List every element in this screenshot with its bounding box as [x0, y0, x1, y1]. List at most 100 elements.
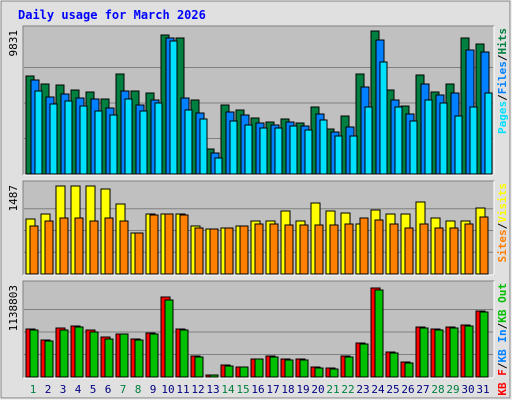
bar-kb-out — [104, 338, 114, 378]
x-tick-label: 5 — [90, 383, 97, 396]
bar-kb-out — [449, 327, 459, 378]
bar-pages — [424, 99, 433, 175]
x-axis-labels: 1 2 3 4 5 6 7 8 9 10 11 12 13 14 15 16 17 18 19 20 21 22 23 24 2… — [30, 383, 490, 396]
x-tick-label: 4 — [75, 383, 82, 396]
bar-pages — [109, 114, 118, 175]
x-tick-label: 24 — [371, 383, 385, 396]
legend-entry: / — [496, 94, 509, 101]
bar-pages — [229, 120, 238, 175]
bar-pages — [154, 102, 163, 175]
bar-sites — [29, 225, 39, 275]
bar-pages — [484, 92, 493, 175]
bar-pages — [379, 61, 388, 175]
bar-kb-out — [434, 329, 444, 378]
bar-pages — [349, 135, 358, 175]
bar-sites — [419, 223, 429, 275]
bar-sites — [479, 216, 489, 275]
bar-sites — [329, 224, 339, 275]
bar-pages — [64, 100, 73, 175]
bar-sites — [179, 214, 189, 275]
bar-sites — [344, 223, 354, 275]
bar-kb-out — [179, 329, 189, 378]
bar-sites — [299, 224, 309, 275]
bar-kb-out — [284, 359, 294, 378]
legend-entry: / — [496, 362, 509, 369]
panel-sites-visits: 1487 Sites/Visits — [7, 180, 509, 276]
bar-kb-out — [344, 356, 354, 378]
x-tick-label: 12 — [191, 383, 204, 396]
bar-sites — [284, 224, 294, 275]
bar-sites — [434, 227, 444, 275]
bar-sites — [464, 223, 474, 275]
x-tick-label: 15 — [236, 383, 249, 396]
bar-sites — [89, 220, 99, 275]
bar-kb-out — [194, 356, 204, 378]
x-tick-label: 30 — [461, 383, 474, 396]
x-tick-label: 19 — [296, 383, 309, 396]
legend-entry: Sites — [496, 229, 509, 262]
legend-entry: Hits — [496, 28, 509, 55]
x-tick-label: 20 — [311, 383, 324, 396]
bar-pages — [304, 129, 313, 175]
bar-kb-out — [119, 333, 129, 378]
bar-kb-out — [134, 339, 144, 378]
x-tick-label: 13 — [206, 383, 219, 396]
bar-kb-out — [314, 367, 324, 378]
x-tick-label: 16 — [251, 383, 264, 396]
chart-title: Daily usage for March 2026 — [18, 8, 206, 22]
bar-pages — [454, 115, 463, 175]
x-tick-label: 7 — [120, 383, 127, 396]
bar-kb-out — [224, 365, 234, 378]
bar-sites — [239, 225, 249, 275]
legend-entry: KB In — [496, 329, 509, 362]
bar-pages — [214, 157, 223, 175]
bar-pages — [124, 98, 133, 175]
x-tick-label: 10 — [161, 383, 174, 396]
bar-sites — [119, 220, 129, 275]
x-tick-label: 28 — [431, 383, 444, 396]
x-tick-label: 25 — [386, 383, 399, 396]
bar-pages — [439, 102, 448, 175]
x-tick-label: 1 — [30, 383, 37, 396]
bar-kb-out — [389, 352, 399, 378]
legend-entry: Visits — [496, 183, 509, 223]
series-legend: Pages/Files/Hits — [496, 28, 509, 134]
bar-sites — [359, 217, 369, 275]
bar-pages — [169, 40, 178, 175]
bar-kb-out — [209, 374, 219, 378]
bar-sites — [164, 213, 174, 275]
bar-sites — [59, 217, 69, 275]
series-legend: Sites/Visits — [496, 183, 509, 263]
bar-sites — [389, 223, 399, 275]
bar-sites — [224, 227, 234, 275]
bar-kb-out — [164, 299, 174, 378]
bar-kb-out — [59, 329, 69, 378]
bar-pages — [409, 120, 418, 175]
bar-pages — [364, 106, 373, 175]
x-tick-label: 29 — [446, 383, 459, 396]
bar-pages — [259, 127, 268, 175]
x-tick-label: 23 — [356, 383, 369, 396]
y-max-label: 1487 — [7, 185, 20, 212]
bar-sites — [314, 224, 324, 275]
bar-kb-out — [269, 356, 279, 378]
bar-sites — [104, 217, 114, 275]
x-tick-label: 31 — [476, 383, 489, 396]
x-tick-label: 27 — [416, 383, 429, 396]
bar-pages — [49, 103, 58, 175]
bar-sites — [134, 232, 144, 275]
bar-sites — [209, 228, 219, 275]
x-tick-label: 3 — [60, 383, 67, 396]
bar-sites — [254, 223, 264, 275]
bar-pages — [319, 119, 328, 175]
x-tick-label: 9 — [150, 383, 157, 396]
legend-entry: / — [496, 222, 509, 229]
bar-pages — [334, 135, 343, 175]
bar-sites — [404, 227, 414, 275]
bar-sites — [269, 223, 279, 275]
x-tick-label: 22 — [341, 383, 354, 396]
bar-kb-out — [479, 311, 489, 378]
